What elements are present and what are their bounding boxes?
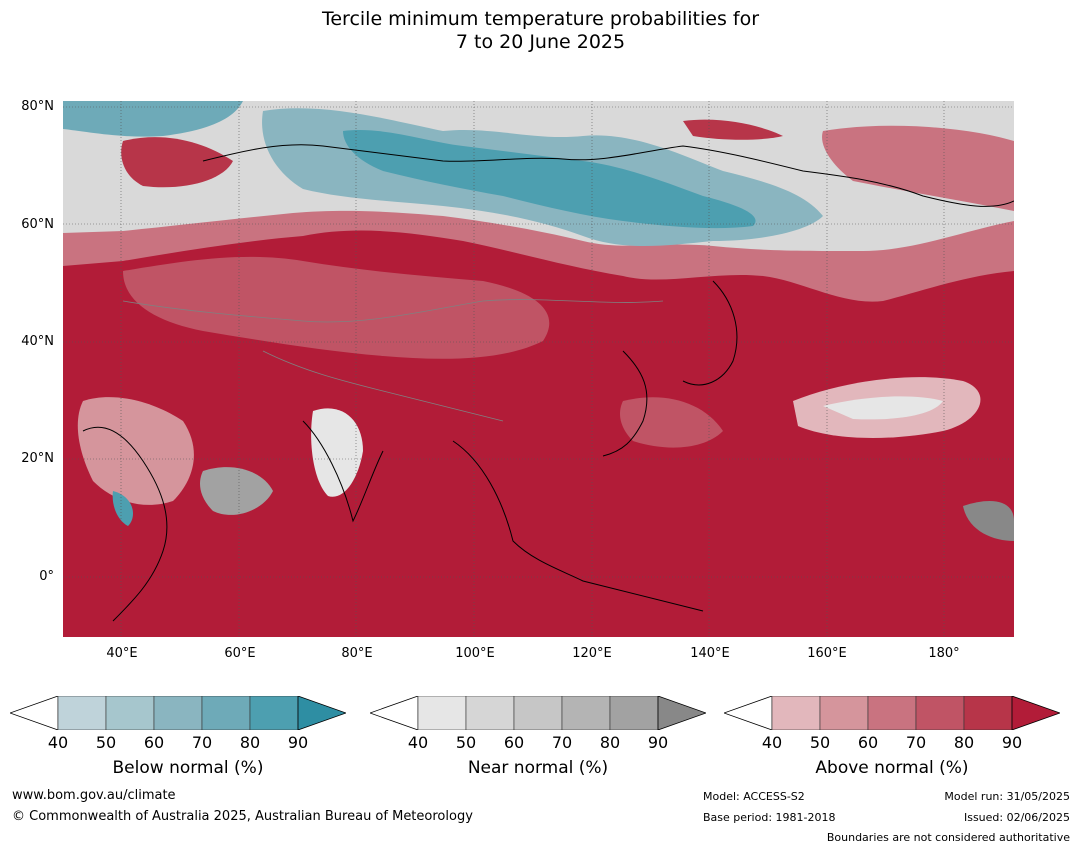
tick-above-50: 50: [809, 733, 831, 752]
map-panel: [63, 101, 1015, 637]
lon-label-100e: 100°E: [455, 646, 495, 661]
colorbar-above-title: Above normal (%): [815, 758, 969, 778]
lon-label-160e: 160°E: [807, 646, 847, 661]
colorbar-below-normal: [10, 696, 346, 730]
tick-below-50: 50: [95, 733, 117, 752]
lat-label-20n: 20°N: [21, 451, 54, 466]
tick-above-70: 70: [905, 733, 927, 752]
tick-near-80: 80: [599, 733, 621, 752]
colorbar-below-title: Below normal (%): [112, 758, 264, 778]
tick-above-90: 90: [1001, 733, 1023, 752]
lon-label-60e: 60°E: [224, 646, 256, 661]
tick-above-40: 40: [761, 733, 783, 752]
colorbar-near-title: Near normal (%): [467, 758, 609, 778]
tick-above-80: 80: [953, 733, 975, 752]
lat-label-0: 0°: [39, 569, 54, 584]
tick-near-70: 70: [551, 733, 573, 752]
tick-near-60: 60: [503, 733, 525, 752]
probability-map: [63, 101, 1015, 637]
tick-above-60: 60: [857, 733, 879, 752]
lat-label-80n: 80°N: [21, 99, 54, 114]
lat-label-40n: 40°N: [21, 334, 54, 349]
tick-below-70: 70: [191, 733, 213, 752]
lon-label-40e: 40°E: [106, 646, 138, 661]
tick-below-80: 80: [239, 733, 261, 752]
model-run-date: Model run: 31/05/2025: [944, 790, 1070, 803]
tick-below-40: 40: [47, 733, 69, 752]
title-line-2: 7 to 20 June 2025: [455, 31, 626, 53]
colorbar-above-normal: [724, 696, 1060, 730]
tick-near-90: 90: [647, 733, 669, 752]
tick-below-60: 60: [143, 733, 165, 752]
lat-label-60n: 60°N: [21, 217, 54, 232]
boundaries-note: Boundaries are not considered authoritat…: [826, 831, 1070, 844]
colorbar-near-normal: [370, 696, 706, 730]
tick-below-90: 90: [287, 733, 309, 752]
lon-label-140e: 140°E: [690, 646, 730, 661]
issued-date: Issued: 02/06/2025: [963, 811, 1070, 824]
website-link[interactable]: www.bom.gov.au/climate: [12, 788, 176, 803]
base-period: Base period: 1981-2018: [703, 811, 836, 824]
colorbar-above-ticks: 40 50 60 70 80 90: [724, 733, 1060, 752]
title-line-1: Tercile minimum temperature probabilitie…: [321, 8, 760, 30]
tick-near-40: 40: [407, 733, 429, 752]
map-title: Tercile minimum temperature probabilitie…: [0, 8, 1081, 54]
colorbar-near-ticks: 40 50 60 70 80 90: [370, 733, 706, 752]
lon-label-180: 180°: [928, 646, 960, 661]
lon-label-80e: 80°E: [341, 646, 373, 661]
lon-label-120e: 120°E: [572, 646, 612, 661]
tick-near-50: 50: [455, 733, 477, 752]
model-name: Model: ACCESS-S2: [703, 790, 805, 803]
copyright-text: © Commonwealth of Australia 2025, Austra…: [12, 809, 473, 824]
colorbar-below-ticks: 40 50 60 70 80 90: [10, 733, 346, 752]
